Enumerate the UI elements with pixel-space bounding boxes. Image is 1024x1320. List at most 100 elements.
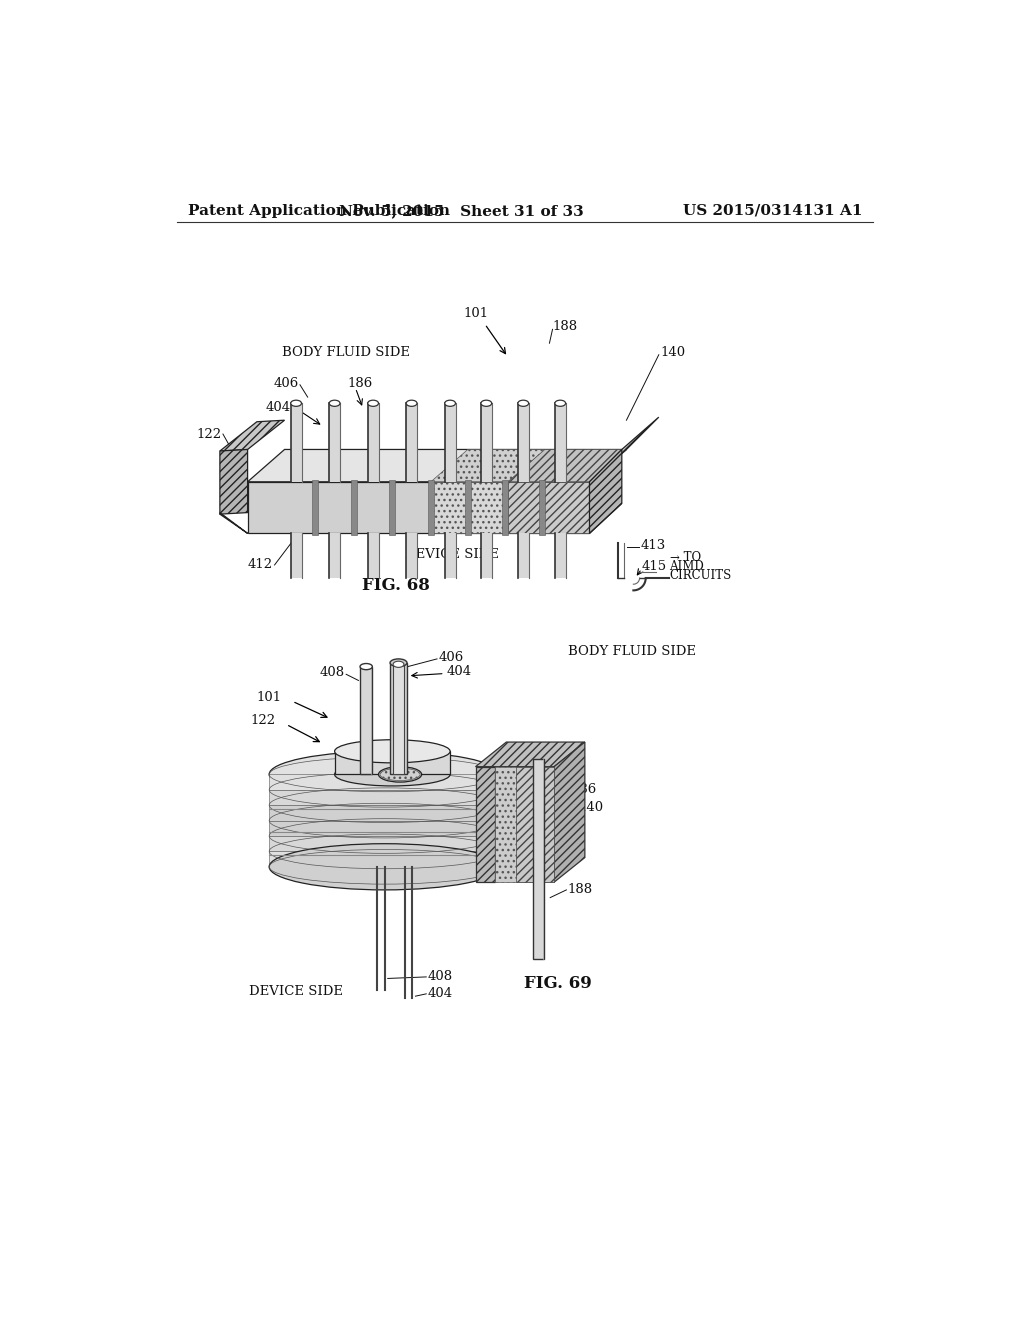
Text: 186: 186 xyxy=(571,783,596,796)
Text: 406: 406 xyxy=(438,651,464,664)
Polygon shape xyxy=(393,664,403,775)
Polygon shape xyxy=(518,404,528,482)
Ellipse shape xyxy=(379,767,422,781)
Text: 186: 186 xyxy=(348,376,373,389)
Text: 188: 188 xyxy=(553,319,578,333)
Polygon shape xyxy=(269,851,500,867)
Polygon shape xyxy=(428,480,434,535)
Text: Nov. 5, 2015   Sheet 31 of 33: Nov. 5, 2015 Sheet 31 of 33 xyxy=(339,203,584,218)
Polygon shape xyxy=(475,742,585,767)
Ellipse shape xyxy=(291,400,301,407)
Ellipse shape xyxy=(335,739,451,763)
Ellipse shape xyxy=(555,400,565,407)
Polygon shape xyxy=(269,805,500,821)
Polygon shape xyxy=(335,751,451,775)
Polygon shape xyxy=(330,533,340,578)
Text: DEVICE SIDE: DEVICE SIDE xyxy=(249,985,343,998)
Polygon shape xyxy=(220,420,285,451)
Text: US 2015/0314131 A1: US 2015/0314131 A1 xyxy=(683,203,862,218)
Text: 122: 122 xyxy=(197,428,221,441)
Polygon shape xyxy=(248,482,590,533)
Polygon shape xyxy=(534,759,544,960)
Polygon shape xyxy=(360,667,373,775)
Polygon shape xyxy=(590,503,622,533)
Text: 404: 404 xyxy=(446,665,471,677)
Polygon shape xyxy=(291,404,301,482)
Polygon shape xyxy=(269,789,500,805)
Polygon shape xyxy=(590,449,622,533)
Polygon shape xyxy=(368,533,379,578)
Text: 140: 140 xyxy=(579,801,604,814)
Polygon shape xyxy=(475,767,495,882)
Polygon shape xyxy=(269,821,500,836)
Ellipse shape xyxy=(330,400,340,407)
Polygon shape xyxy=(390,663,407,775)
Polygon shape xyxy=(515,767,554,882)
Polygon shape xyxy=(220,512,248,533)
Ellipse shape xyxy=(407,400,417,407)
Polygon shape xyxy=(431,482,590,533)
Ellipse shape xyxy=(518,400,528,407)
Polygon shape xyxy=(508,449,627,482)
Polygon shape xyxy=(389,480,395,535)
Polygon shape xyxy=(407,533,417,578)
Text: → TO: → TO xyxy=(670,550,700,564)
Polygon shape xyxy=(590,417,658,482)
Text: BODY FLUID SIDE: BODY FLUID SIDE xyxy=(568,644,696,657)
Text: 404: 404 xyxy=(428,986,453,999)
Polygon shape xyxy=(220,449,248,515)
Polygon shape xyxy=(555,404,565,482)
Text: DEVICE SIDE: DEVICE SIDE xyxy=(406,548,500,561)
Ellipse shape xyxy=(368,400,379,407)
Ellipse shape xyxy=(444,400,456,407)
Ellipse shape xyxy=(390,659,407,667)
Polygon shape xyxy=(312,480,318,535)
Ellipse shape xyxy=(481,400,492,407)
Text: CIRCUITS: CIRCUITS xyxy=(670,569,732,582)
Text: 412: 412 xyxy=(248,558,273,572)
Polygon shape xyxy=(351,480,357,535)
Text: BODY FLUID SIDE: BODY FLUID SIDE xyxy=(283,346,411,359)
Text: 101: 101 xyxy=(463,308,488,321)
Text: AIMD: AIMD xyxy=(670,560,705,573)
Ellipse shape xyxy=(360,664,373,669)
Text: 188: 188 xyxy=(568,883,593,896)
Polygon shape xyxy=(330,404,340,482)
Polygon shape xyxy=(465,480,471,535)
Ellipse shape xyxy=(269,751,500,797)
Polygon shape xyxy=(481,404,492,482)
Text: 140: 140 xyxy=(660,346,685,359)
Ellipse shape xyxy=(269,843,500,890)
Ellipse shape xyxy=(335,763,451,785)
Polygon shape xyxy=(444,404,456,482)
Text: Patent Application Publication: Patent Application Publication xyxy=(188,203,451,218)
Text: 406: 406 xyxy=(273,376,298,389)
Polygon shape xyxy=(502,480,508,535)
Polygon shape xyxy=(481,533,492,578)
Ellipse shape xyxy=(380,768,420,780)
Polygon shape xyxy=(368,404,379,482)
Ellipse shape xyxy=(393,661,403,668)
Text: 413: 413 xyxy=(640,539,666,552)
Polygon shape xyxy=(508,482,590,533)
Polygon shape xyxy=(431,449,627,482)
Text: 408: 408 xyxy=(319,667,345,680)
Text: 404: 404 xyxy=(265,400,291,413)
Polygon shape xyxy=(291,533,301,578)
Text: 415: 415 xyxy=(642,560,667,573)
Polygon shape xyxy=(407,404,417,482)
Text: 122: 122 xyxy=(250,714,275,727)
Text: FIG. 69: FIG. 69 xyxy=(524,975,592,993)
Polygon shape xyxy=(495,767,554,882)
Polygon shape xyxy=(518,533,528,578)
Polygon shape xyxy=(554,742,585,882)
Polygon shape xyxy=(539,480,545,535)
Text: 101: 101 xyxy=(256,690,282,704)
Text: 408: 408 xyxy=(428,970,453,982)
Text: FIG. 68: FIG. 68 xyxy=(362,577,430,594)
Polygon shape xyxy=(444,533,456,578)
Polygon shape xyxy=(248,449,627,482)
Polygon shape xyxy=(269,836,500,851)
Polygon shape xyxy=(269,775,500,789)
Polygon shape xyxy=(555,533,565,578)
